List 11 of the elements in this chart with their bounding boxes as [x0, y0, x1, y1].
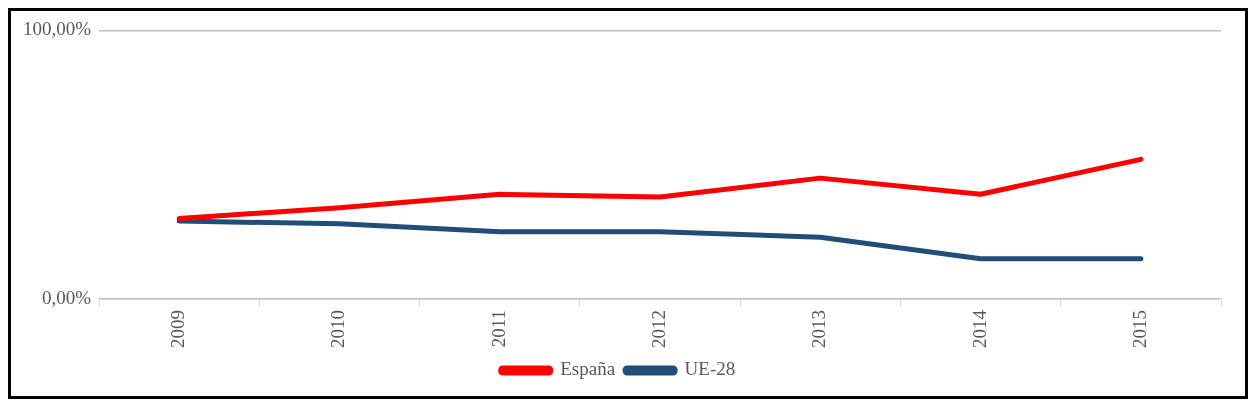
x-tick-label: 2010 [327, 310, 349, 348]
legend-label: UE-28 [684, 358, 736, 380]
x-tick-label: 2014 [968, 309, 990, 348]
y-tick-label: 100,00% [23, 18, 92, 40]
y-tick-label: 0,00% [42, 286, 92, 308]
x-tick-label: 2012 [648, 310, 670, 348]
legend-label: España [560, 358, 616, 380]
x-tick-label: 2015 [1128, 310, 1150, 348]
x-tick-label: 2013 [808, 310, 830, 348]
x-tick-label: 2009 [167, 310, 189, 348]
x-tick-label: 2011 [487, 310, 509, 348]
